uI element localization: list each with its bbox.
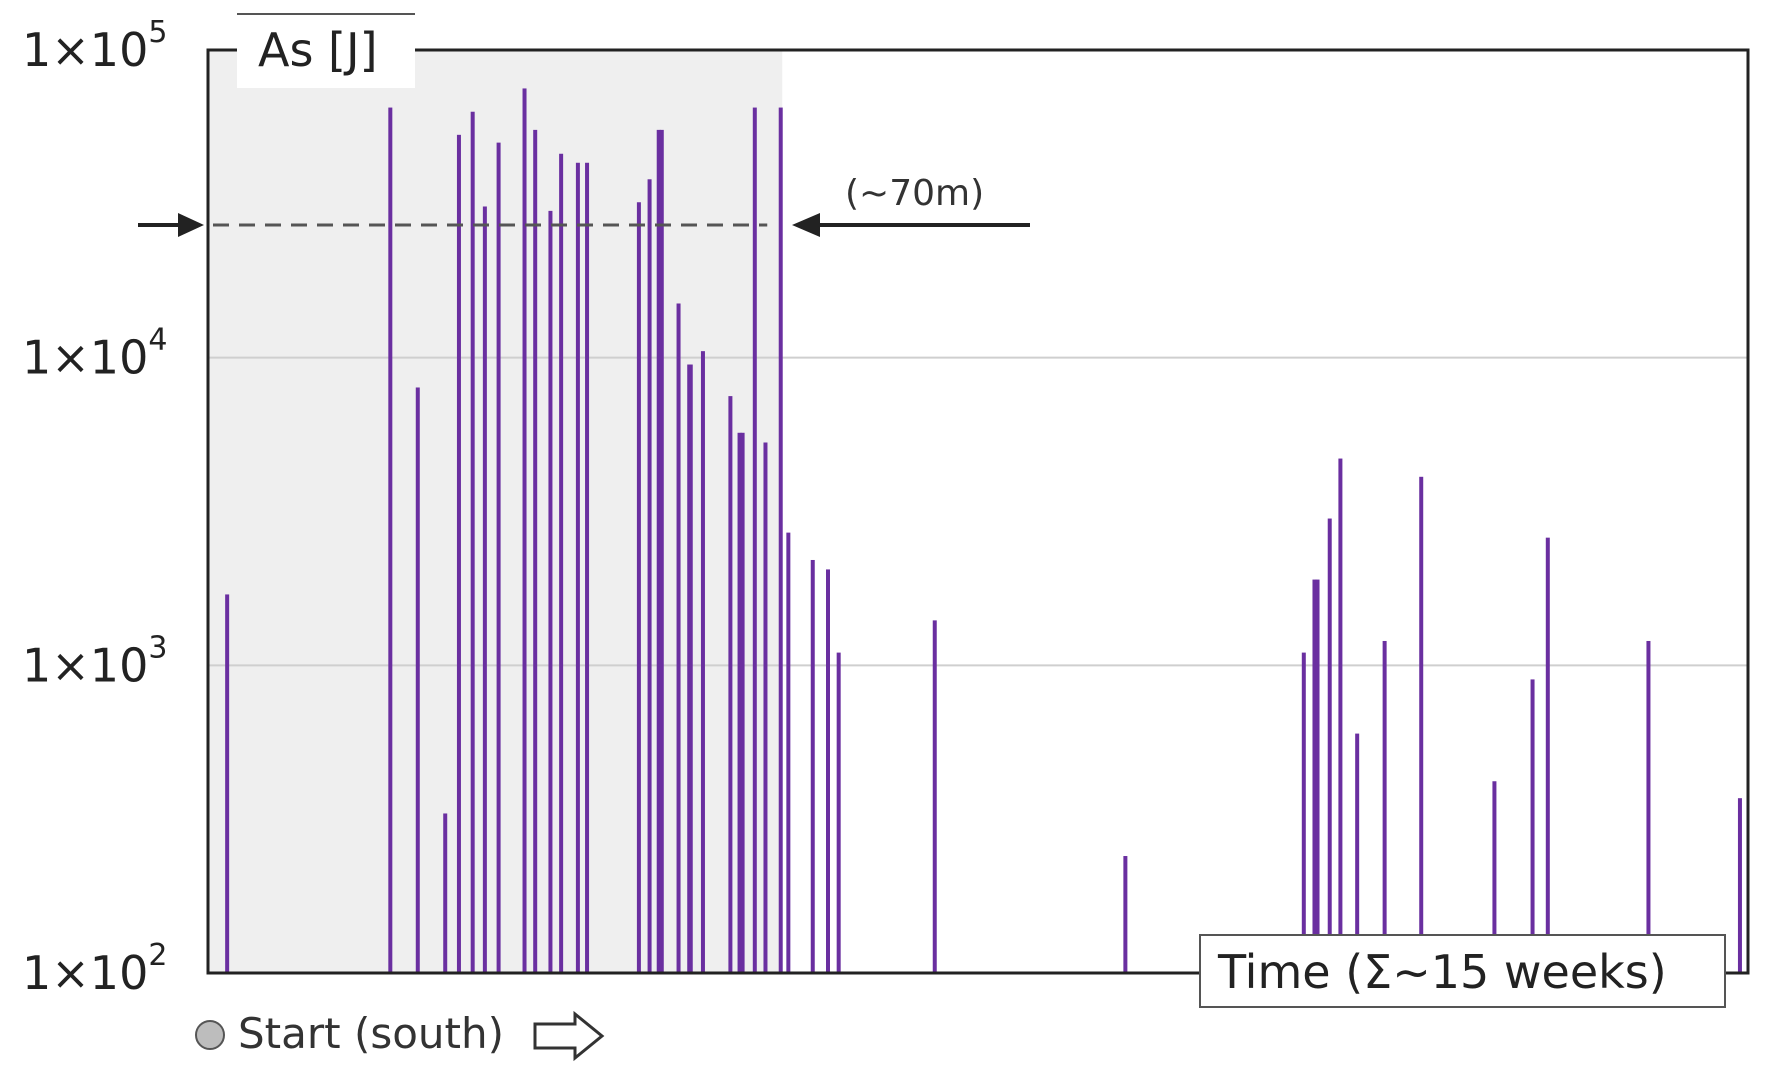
bar <box>225 594 230 973</box>
bar <box>1492 781 1497 973</box>
bar <box>636 202 641 974</box>
x-axis-label-text: Time (Σ~15 weeks) <box>1217 945 1667 999</box>
bar <box>728 396 733 973</box>
start-label: Start (south) <box>238 1009 504 1058</box>
bar <box>1382 640 1387 973</box>
y-tick-labels: 1×102 1×103 1×104 1×105 <box>22 15 167 1000</box>
bar <box>786 532 791 973</box>
y-tick-label: 1×102 <box>22 938 167 1000</box>
bar <box>676 303 681 973</box>
bar <box>1338 458 1343 973</box>
bar <box>932 620 937 973</box>
y-axis-label: As [J] <box>237 13 415 88</box>
y-tick-label: 1×103 <box>22 630 167 692</box>
bar <box>482 206 487 973</box>
bar <box>522 88 527 974</box>
bar <box>1301 652 1306 973</box>
bar <box>1123 856 1128 973</box>
bar <box>575 162 580 973</box>
bar <box>778 107 783 974</box>
bar <box>548 210 553 973</box>
plot-frame <box>206 48 1750 975</box>
y-tick-label: 1×104 <box>22 323 167 385</box>
bar <box>456 134 461 974</box>
x-axis-label: Time (Σ~15 weeks) <box>1199 934 1726 1008</box>
bar <box>585 162 590 973</box>
bar <box>740 432 745 973</box>
bar-series <box>225 88 1742 974</box>
bar <box>688 364 693 973</box>
bar <box>496 142 501 974</box>
bar <box>533 129 538 974</box>
bar <box>826 569 830 973</box>
bar <box>1530 679 1535 973</box>
start-marker: Start (south) <box>195 1009 605 1062</box>
bar <box>700 351 705 973</box>
y-axis-label-text: As [J] <box>258 23 378 77</box>
y-tick-label: 1×105 <box>22 15 167 77</box>
gridlines <box>208 356 1748 667</box>
start-dot-icon <box>195 1020 225 1050</box>
left-arrow-icon <box>792 212 820 237</box>
bar <box>656 129 661 974</box>
bar <box>559 153 564 973</box>
bar <box>1312 579 1317 973</box>
hollow-right-arrow-icon <box>533 1010 605 1062</box>
bar <box>388 107 393 974</box>
bar <box>763 442 768 973</box>
right-arrow-icon <box>178 212 204 237</box>
bar <box>1355 733 1360 973</box>
bar <box>1737 798 1742 973</box>
bar <box>737 432 742 973</box>
y-axis-label-box <box>237 14 415 88</box>
threshold-label: (~70m) <box>845 173 984 214</box>
bar <box>647 179 652 974</box>
bar <box>1419 476 1424 973</box>
x-axis-label-box <box>1199 934 1726 1008</box>
highlight-region <box>208 50 783 973</box>
bar <box>415 387 420 973</box>
bar <box>1327 518 1332 973</box>
bar <box>1646 640 1651 973</box>
bar <box>836 652 841 973</box>
bar <box>470 111 475 974</box>
bar <box>752 107 757 974</box>
bar <box>443 813 448 973</box>
bar <box>659 129 664 974</box>
threshold-annotation: (~70m) <box>138 173 1030 237</box>
bar <box>1315 579 1320 973</box>
bar <box>810 559 815 973</box>
bar <box>1545 537 1550 973</box>
